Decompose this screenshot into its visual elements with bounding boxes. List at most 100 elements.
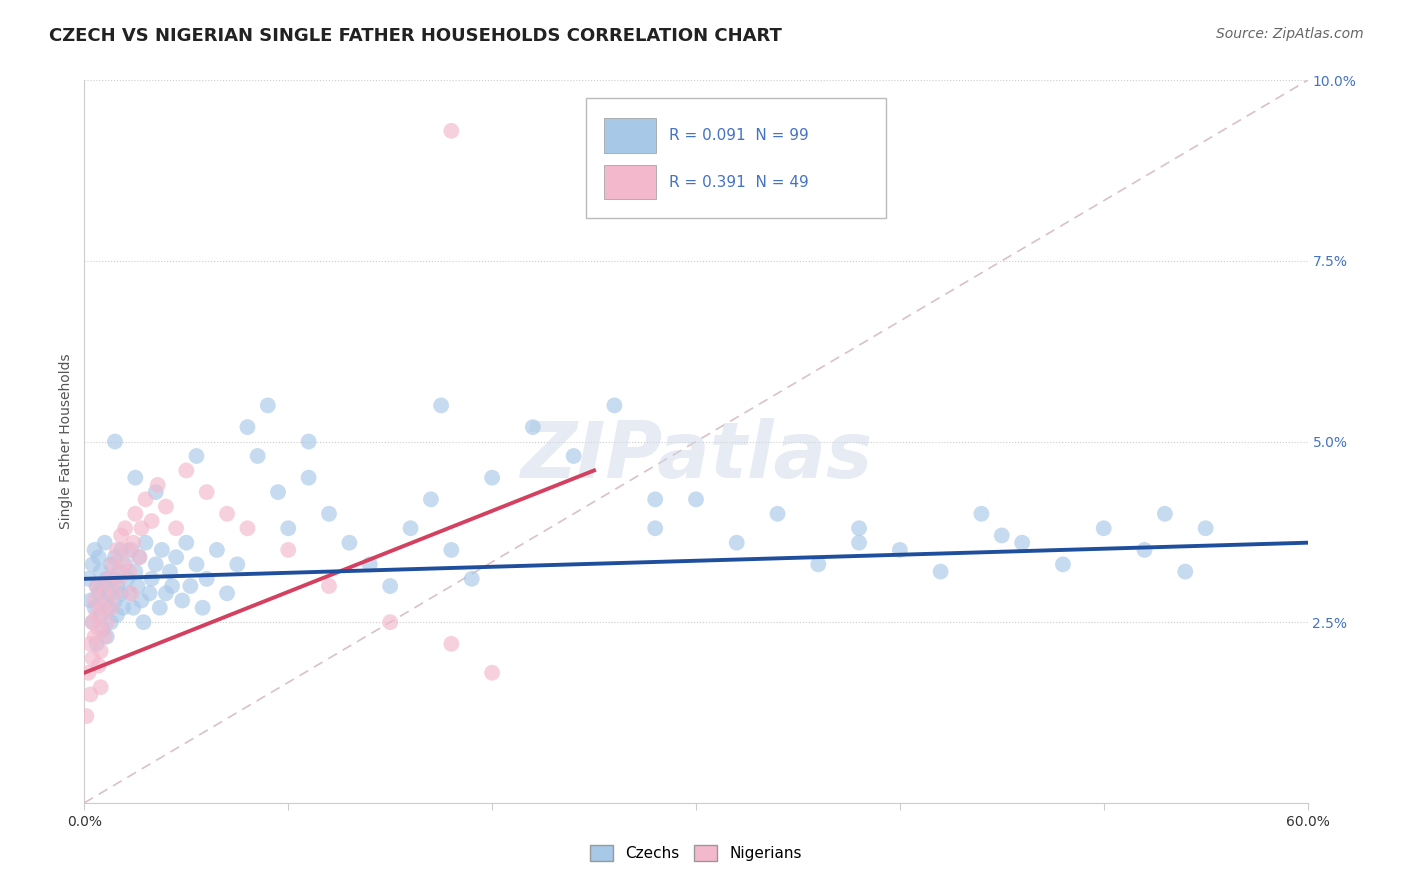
Point [79,593,101,607]
Point [83,593,105,607]
Point [82,651,104,665]
Point [108,572,131,586]
Point [159,565,181,579]
Point [380,579,402,593]
Point [562,449,585,463]
Point [298,434,321,449]
Point [131,593,153,607]
Point [179,579,201,593]
Text: Source: ZipAtlas.com: Source: ZipAtlas.com [1216,27,1364,41]
Point [246,449,269,463]
Point [115,572,138,586]
Point [104,434,127,449]
Point [195,572,218,586]
Point [83,630,105,644]
Point [149,600,172,615]
Point [1195,521,1218,535]
Point [93,535,115,549]
Point [217,586,239,600]
Point [112,600,135,615]
Point [1011,535,1033,549]
Point [110,528,132,542]
Point [970,507,993,521]
Point [96,615,118,630]
Point [90,644,112,658]
Point [77,665,100,680]
Point [87,623,110,637]
Point [481,665,503,680]
Point [359,558,381,572]
Point [82,558,104,572]
FancyBboxPatch shape [605,165,655,200]
Point [86,607,108,622]
Point [120,586,142,600]
Point [135,535,157,549]
Point [87,550,110,565]
Point [87,586,110,600]
Point [90,607,112,622]
Point [186,558,208,572]
Point [118,586,141,600]
Point [108,565,131,579]
Point [603,398,626,412]
Point [105,607,128,622]
Point [91,623,114,637]
Point [848,521,870,535]
Point [128,550,150,565]
Point [267,485,290,500]
Point [277,521,299,535]
Point [104,550,127,565]
Point [82,615,104,630]
Point [257,398,280,412]
Point [380,615,402,630]
Point [132,615,155,630]
Point [420,492,443,507]
Point [217,507,239,521]
Point [889,542,911,557]
Point [430,398,453,412]
Point [101,572,124,586]
Point [138,586,160,600]
Point [399,521,422,535]
Point [766,507,789,521]
Point [141,514,163,528]
Point [1174,565,1197,579]
Point [128,550,150,565]
Point [122,600,145,615]
Point [1154,507,1177,521]
Point [110,586,132,600]
Text: CZECH VS NIGERIAN SINGLE FATHER HOUSEHOLDS CORRELATION CHART: CZECH VS NIGERIAN SINGLE FATHER HOUSEHOL… [49,27,782,45]
Point [155,500,177,514]
Point [145,485,167,500]
Point [522,420,544,434]
Point [83,542,105,557]
Point [83,600,105,615]
Point [122,535,145,549]
Point [100,558,122,572]
Point [174,535,197,549]
Point [155,586,177,600]
Point [236,420,259,434]
FancyBboxPatch shape [586,98,886,218]
Point [127,579,149,593]
Point [105,579,128,593]
Point [79,637,101,651]
Point [1133,542,1156,557]
Point [685,492,707,507]
Point [114,521,136,535]
Point [75,709,97,723]
Point [112,558,135,572]
Point [91,600,114,615]
Point [172,593,194,607]
Point [160,579,183,593]
Point [135,492,157,507]
Point [96,572,118,586]
Point [991,528,1014,542]
Point [277,542,299,557]
Point [298,471,321,485]
Point [725,535,748,549]
Point [807,558,830,572]
Text: R = 0.391  N = 49: R = 0.391 N = 49 [669,175,808,190]
Point [105,542,128,557]
Point [124,507,146,521]
